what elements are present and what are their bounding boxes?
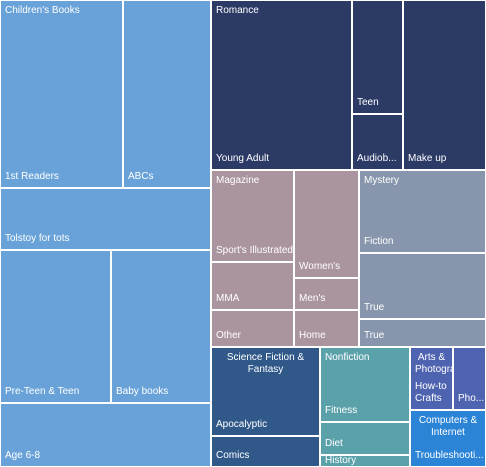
treemap-item-label: Pre-Teen & Teen	[5, 386, 80, 397]
treemap-item-label: Fitness	[325, 405, 358, 416]
treemap-cell-history: History	[320, 455, 410, 467]
treemap-item-label: Apocalyptic	[216, 419, 268, 430]
treemap-cell-troubleshooti: Computers & Internet Troubleshooti...	[410, 410, 486, 467]
treemap-item-label: Age 6-8	[5, 450, 41, 461]
treemap-cell-mma: MMA	[211, 262, 294, 310]
treemap-item-label: Other	[216, 330, 242, 341]
treemap-item-label: Troubleshooti...	[415, 450, 484, 461]
treemap-item-label: Young Adult	[216, 153, 270, 164]
treemap-group-label: Arts & Photography	[415, 352, 452, 375]
treemap-item-label: Audiob...	[357, 153, 397, 164]
treemap-group-label: Science Fiction & Fantasy	[226, 352, 305, 375]
treemap-cell-men-s: Men's	[294, 278, 359, 310]
treemap-item-label: Tolstoy for tots	[5, 233, 70, 244]
treemap-cell-teen: Teen	[352, 0, 403, 114]
treemap-item-label: ABCs	[128, 171, 154, 182]
treemap-cell-age-6-8: Age 6-8	[0, 403, 211, 467]
treemap-item-label: MMA	[216, 293, 240, 304]
treemap-item-label: True	[364, 302, 385, 313]
treemap-group-label: Mystery	[364, 175, 399, 186]
treemap-item-label: Make up	[408, 153, 447, 164]
treemap-cell-home: Home	[294, 310, 359, 347]
treemap-cell-apocalyptic: Science Fiction & Fantasy Apocalyptic	[211, 347, 320, 436]
treemap-item-label: Sport's Illustrated	[216, 245, 293, 256]
treemap-group-label: Computers & Internet	[418, 415, 478, 438]
treemap-cell-comics: Comics	[211, 436, 320, 467]
treemap-cell-sport-s-illustrated: Magazine Sport's Illustrated	[211, 170, 294, 262]
treemap-cell-1st-readers: Children's Books 1st Readers	[0, 0, 123, 188]
treemap-cell-fiction: Mystery Fiction	[359, 170, 486, 253]
treemap-cell-true: True	[359, 253, 486, 319]
treemap-item-label: Women's	[299, 261, 341, 272]
treemap-item-label: 1st Readers	[5, 171, 59, 182]
treemap-cell-diet: Diet	[320, 422, 410, 455]
treemap-item-label: How-to Crafts	[415, 381, 447, 404]
treemap-cell-make-up: Make up	[403, 0, 486, 170]
treemap-cell-baby-books: Baby books	[111, 250, 211, 403]
treemap-cell-young-adult: Romance Young Adult	[211, 0, 352, 170]
treemap-cell-pho: Pho...	[453, 347, 486, 410]
treemap-item-label: History	[325, 455, 357, 466]
treemap-cell-true: True	[359, 319, 486, 347]
treemap-item-label: Pho...	[458, 393, 485, 404]
treemap-item-label: Teen	[357, 97, 379, 108]
treemap-item-label: True	[364, 330, 385, 341]
treemap-group-label: Magazine	[216, 175, 260, 186]
treemap-cell-abcs: ABCs	[123, 0, 211, 188]
treemap-item-label: Baby books	[116, 386, 169, 397]
treemap-cell-women-s: Women's	[294, 170, 359, 278]
treemap-item-label: Diet	[325, 438, 343, 449]
treemap-cell-fitness: Nonfiction Fitness	[320, 347, 410, 422]
treemap-group-label: Children's Books	[5, 5, 80, 16]
treemap-item-label: Home	[299, 330, 326, 341]
treemap-item-label: Men's	[299, 293, 326, 304]
treemap-group-label: Nonfiction	[325, 352, 370, 363]
treemap-cell-tolstoy-for-tots: Tolstoy for tots	[0, 188, 211, 250]
treemap-cell-pre-teen-teen: Pre-Teen & Teen	[0, 250, 111, 403]
treemap-cell-other: Other	[211, 310, 294, 347]
treemap-group-label: Romance	[216, 5, 259, 16]
treemap-item-label: Comics	[216, 450, 250, 461]
treemap-cell-how-to-crafts: Arts & Photography How-to Crafts	[410, 347, 453, 410]
treemap-cell-audiob: Audiob...	[352, 114, 403, 170]
treemap-item-label: Fiction	[364, 236, 394, 247]
